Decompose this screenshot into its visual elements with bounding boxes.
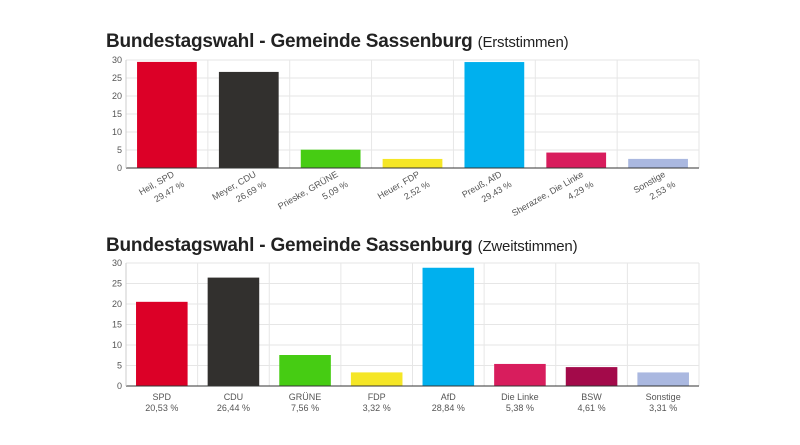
- x-value-label: 3,32 %: [363, 403, 391, 413]
- bar[interactable]: [137, 61, 197, 168]
- y-tick-label: 5: [117, 361, 122, 371]
- x-value-label: 3,31 %: [649, 403, 677, 413]
- y-tick-label: 10: [112, 340, 122, 350]
- y-tick-label: 15: [112, 320, 122, 330]
- x-value-label: 5,38 %: [506, 403, 534, 413]
- bar[interactable]: [637, 372, 689, 386]
- chart-title-text: Bundestagswahl - Gemeinde Sassenburg: [106, 235, 473, 256]
- x-value-label: 20,53 %: [145, 403, 178, 413]
- x-tick-label: AfD: [441, 392, 457, 402]
- x-tick-label: SPD: [153, 392, 172, 402]
- chart-subtitle: (Zweitstimmen): [477, 238, 578, 255]
- x-tick-label: CDU: [224, 392, 244, 402]
- y-tick-label: 5: [117, 145, 122, 155]
- bar[interactable]: [300, 149, 361, 168]
- x-tick-label: FDP: [368, 392, 386, 402]
- x-value-label: 26,44 %: [217, 403, 250, 413]
- bar[interactable]: [565, 367, 618, 386]
- bar[interactable]: [218, 71, 279, 168]
- x-tick-label: BSW: [581, 392, 602, 402]
- chart-title-zweitstimmen: Bundestagswahl - Gemeinde Sassenburg (Zw…: [106, 235, 578, 257]
- y-tick-label: 30: [112, 258, 122, 268]
- bar[interactable]: [136, 301, 188, 386]
- chart-title-text: Bundestagswahl - Gemeinde Sassenburg: [106, 31, 473, 52]
- x-tick-label: Die Linke: [501, 392, 539, 402]
- x-tick-label: Sonstige: [646, 392, 681, 402]
- bar[interactable]: [382, 158, 443, 168]
- bar[interactable]: [628, 158, 688, 168]
- y-tick-label: 25: [112, 279, 122, 289]
- bar[interactable]: [546, 152, 607, 168]
- y-tick-label: 30: [112, 55, 122, 65]
- y-tick-label: 10: [112, 127, 122, 137]
- y-tick-label: 20: [112, 299, 122, 309]
- chart-subtitle: (Erststimmen): [477, 34, 569, 51]
- x-value-label: 7,56 %: [291, 403, 319, 413]
- x-tick-label: GRÜNE: [289, 392, 322, 402]
- chart-title-erststimmen: Bundestagswahl - Gemeinde Sassenburg (Er…: [106, 31, 569, 53]
- y-tick-label: 25: [112, 73, 122, 83]
- bar[interactable]: [494, 363, 546, 386]
- bar[interactable]: [464, 62, 525, 168]
- x-value-label: 28,84 %: [432, 403, 465, 413]
- y-tick-label: 15: [112, 109, 122, 119]
- bar[interactable]: [207, 277, 260, 386]
- y-tick-label: 0: [117, 163, 122, 173]
- x-value-label: 4,61 %: [578, 403, 606, 413]
- bar[interactable]: [422, 267, 475, 386]
- bar[interactable]: [279, 355, 331, 386]
- bar[interactable]: [350, 372, 403, 386]
- y-tick-label: 0: [117, 381, 122, 391]
- y-tick-label: 20: [112, 91, 122, 101]
